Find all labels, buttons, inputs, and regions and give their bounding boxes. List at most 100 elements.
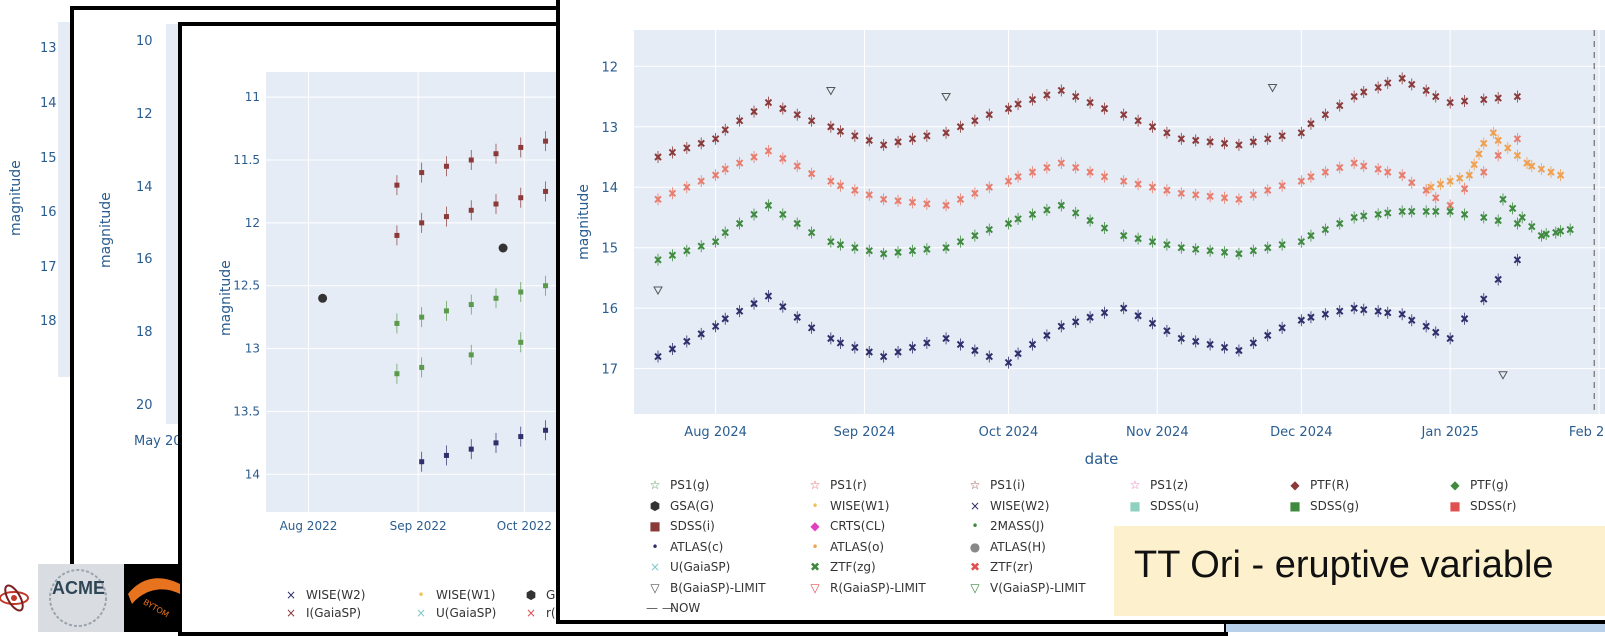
main-point bbox=[1192, 245, 1200, 253]
main-point bbox=[1350, 304, 1358, 312]
main-point bbox=[1518, 213, 1526, 222]
main-point bbox=[942, 243, 950, 252]
main-point bbox=[654, 195, 662, 204]
main-point bbox=[1206, 247, 1214, 255]
front-point bbox=[443, 452, 449, 458]
main-plot: 12 13 14 15 16 17 Aug 2024 Sep 2024 Oct 2024 Nov … bbox=[576, 30, 1605, 468]
main-point bbox=[1206, 340, 1214, 349]
main-point bbox=[721, 315, 729, 323]
mid-y-tick: 12 bbox=[136, 106, 153, 122]
front-point bbox=[419, 170, 425, 176]
bottom-right-strip bbox=[1226, 624, 1605, 632]
main-legend-label: CRTS(CL) bbox=[830, 519, 886, 533]
main-y-axis-label: magnitude bbox=[576, 184, 592, 260]
main-legend-item: ☆ PS1(r) bbox=[806, 478, 867, 492]
main-point bbox=[1249, 339, 1258, 347]
main-point bbox=[1460, 315, 1469, 323]
main-y-tick: 12 bbox=[601, 60, 618, 75]
mid-x-tick: May 20 bbox=[134, 434, 182, 449]
main-point bbox=[1163, 240, 1171, 249]
main-point bbox=[836, 127, 845, 135]
main-point bbox=[807, 324, 816, 332]
main-point bbox=[1384, 79, 1392, 87]
main-x-tick: Jan 2025 bbox=[1421, 425, 1479, 440]
main-legend-label: B(GaiaSP)-LIMIT bbox=[670, 580, 766, 595]
main-legend-item: ◆ CRTS(CL) bbox=[806, 519, 885, 533]
main-point bbox=[1336, 219, 1344, 228]
mid-y-axis-label: magnitude bbox=[98, 192, 114, 268]
main-point bbox=[1014, 215, 1022, 223]
main-point bbox=[865, 136, 873, 145]
main-point bbox=[764, 292, 773, 300]
main-point bbox=[1494, 94, 1502, 102]
front-x-tick: Aug 2022 bbox=[280, 519, 338, 533]
main-point bbox=[1398, 310, 1406, 318]
main-point bbox=[1422, 322, 1430, 331]
main-point bbox=[1100, 309, 1109, 317]
main-point bbox=[807, 117, 816, 125]
main-y-tick: 15 bbox=[601, 242, 618, 257]
front-point bbox=[394, 182, 400, 188]
main-legend-label: ZTF(zg) bbox=[830, 560, 876, 574]
main-point bbox=[721, 228, 729, 237]
caption-box: TT Ori - eruptive variable bbox=[1114, 526, 1605, 616]
main-point bbox=[1100, 172, 1109, 181]
main-point bbox=[1192, 136, 1200, 145]
main-point bbox=[1163, 129, 1171, 137]
main-point bbox=[1460, 185, 1469, 193]
main-point bbox=[1547, 168, 1555, 176]
main-legend-symbol: ● bbox=[969, 539, 981, 554]
main-point bbox=[1432, 207, 1440, 216]
front-legend-item: • WISE(W1) bbox=[412, 588, 495, 602]
main-point bbox=[1192, 337, 1200, 346]
back-y-tick: 17 bbox=[40, 259, 57, 275]
main-point bbox=[793, 110, 801, 119]
main-legend-symbol: ☆ bbox=[649, 478, 661, 492]
main-point bbox=[1014, 172, 1022, 181]
main-point bbox=[851, 132, 859, 140]
main-legend-item: — —NOW bbox=[646, 601, 700, 615]
main-point bbox=[750, 210, 758, 219]
main-point bbox=[1235, 346, 1243, 355]
main-point bbox=[1537, 231, 1546, 240]
main-legend-symbol: ■ bbox=[1129, 498, 1141, 513]
main-point bbox=[836, 182, 845, 190]
main-point bbox=[721, 165, 729, 173]
main-legend-item: ● ATLAS(H) bbox=[966, 540, 1046, 554]
front-legend-item: × WISE(W2) bbox=[282, 588, 366, 602]
main-legend-item: ⬢ GSA(G) bbox=[646, 499, 714, 513]
front-point bbox=[419, 364, 425, 370]
main-point bbox=[1446, 98, 1454, 107]
main-point bbox=[1220, 194, 1229, 202]
main-legend-item: ▽ R(GaiaSP)-LIMIT bbox=[806, 581, 925, 595]
main-point bbox=[1134, 312, 1142, 320]
main-point bbox=[985, 183, 993, 191]
main-legend-label: V(GaiaSP)-LIMIT bbox=[990, 580, 1086, 595]
main-point bbox=[779, 210, 787, 219]
main-point bbox=[894, 138, 902, 146]
main-point bbox=[1177, 189, 1186, 197]
main-point bbox=[1278, 240, 1286, 249]
main-point bbox=[683, 247, 691, 255]
main-point bbox=[827, 123, 835, 131]
main-point bbox=[793, 162, 801, 170]
main-point bbox=[1134, 180, 1142, 188]
main-point bbox=[654, 153, 662, 161]
main-point bbox=[1494, 275, 1502, 284]
main-legend-label: WISE(W2) bbox=[990, 498, 1050, 513]
front-point bbox=[493, 295, 499, 301]
main-point bbox=[764, 147, 773, 155]
main-x-axis-label: date bbox=[1085, 450, 1119, 468]
main-point bbox=[1513, 256, 1522, 264]
main-point bbox=[1537, 165, 1546, 173]
main-point bbox=[1177, 243, 1186, 252]
main-point bbox=[1321, 225, 1330, 234]
main-legend-item: ◆ PTF(R) bbox=[1286, 478, 1349, 492]
main-point bbox=[1177, 135, 1186, 143]
main-point bbox=[1057, 86, 1065, 95]
main-point bbox=[1307, 172, 1315, 181]
main-point bbox=[879, 141, 888, 149]
main-x-tick: Aug 2024 bbox=[684, 425, 747, 440]
main-point bbox=[971, 189, 979, 197]
main-point bbox=[1163, 186, 1171, 194]
